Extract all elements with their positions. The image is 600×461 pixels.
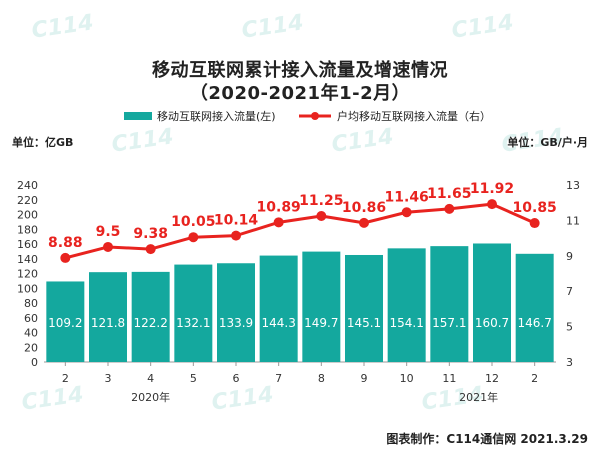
line-value-label: 10.05: [171, 214, 215, 230]
x-axis-year-label: 2021年: [459, 390, 498, 404]
line-value-label: 11.25: [299, 193, 343, 209]
x-axis-tick-label: 6: [233, 372, 240, 385]
left-axis-tick-label: 60: [24, 312, 38, 325]
bar: [217, 263, 255, 362]
bar-value-label: 133.9: [219, 316, 253, 330]
line-point: [103, 241, 113, 252]
right-axis-tick-label: 5: [566, 321, 573, 334]
line-point: [487, 199, 497, 210]
left-axis-tick-label: 120: [17, 268, 38, 281]
x-axis-tick-label: 10: [400, 372, 414, 385]
bar: [46, 281, 85, 362]
right-axis-tick-label: 9: [566, 250, 573, 263]
line-value-label: 10.86: [342, 200, 386, 216]
left-axis-tick-label: 100: [17, 282, 38, 295]
chart-title: 移动互联网累计接入流量及增速情况: [152, 60, 448, 81]
left-axis-tick-label: 180: [17, 223, 38, 236]
line-value-label: 10.14: [214, 213, 259, 229]
bar-value-label: 160.7: [475, 316, 509, 330]
x-axis-tick-label: 7: [275, 372, 282, 385]
footer-credit: 图表制作：C114通信网 2021.3.29: [386, 432, 588, 446]
line-point: [529, 218, 540, 229]
line-value-label: 11.92: [470, 181, 514, 197]
bar-value-label: 145.1: [347, 316, 381, 330]
left-axis-tick-label: 80: [24, 297, 38, 310]
bar-value-label: 109.2: [48, 316, 82, 330]
line-value-label: 11.46: [385, 189, 429, 205]
bar: [259, 255, 298, 362]
legend-bar-label: 移动互联网接入流量(左): [157, 110, 276, 123]
right-axis-tick-label: 3: [566, 356, 573, 369]
bar: [473, 243, 511, 362]
left-axis-tick-label: 40: [24, 327, 38, 340]
bar-value-label: 149.7: [304, 316, 338, 330]
right-axis-unit: 单位：GB/户·月: [507, 136, 588, 149]
bar: [89, 272, 127, 362]
bar-value-label: 157.1: [432, 316, 466, 330]
line-point: [188, 232, 199, 243]
legend-bar-swatch: [124, 112, 152, 120]
x-axis-tick-label: 4: [147, 372, 154, 385]
line-point: [401, 207, 412, 218]
line-value-label: 8.88: [48, 235, 83, 251]
bar-value-label: 132.1: [176, 316, 210, 330]
bar-value-label: 154.1: [389, 316, 423, 330]
left-axis-tick-label: 220: [17, 194, 38, 207]
x-axis-tick-label: 3: [105, 372, 112, 385]
bar: [430, 246, 469, 362]
footer-band: [0, 424, 600, 461]
x-axis-tick-label: 8: [318, 372, 325, 385]
right-axis-tick-label: 13: [566, 179, 580, 192]
x-axis-tick-label: 2: [531, 372, 538, 385]
line-value-label: 9.38: [133, 226, 168, 242]
line-point: [316, 210, 327, 221]
x-axis-year-label: 2020年: [131, 390, 170, 404]
line-value-label: 9.5: [96, 224, 121, 240]
bar: [302, 251, 341, 362]
x-axis-tick-label: 5: [190, 372, 197, 385]
line-point: [273, 217, 284, 228]
x-axis-tick-label: 11: [442, 372, 456, 385]
bar: [345, 254, 383, 362]
right-axis-tick-label: 7: [566, 285, 573, 298]
legend: 移动互联网接入流量(左) 户均移动互联网接入流量（右）: [0, 108, 600, 128]
chart-subtitle: （2020-2021年1-2月）: [189, 83, 411, 104]
left-axis-tick-label: 160: [17, 238, 38, 251]
line-point: [231, 230, 241, 241]
line-point: [60, 252, 71, 263]
line-point: [145, 244, 156, 255]
bar: [515, 253, 554, 362]
bar: [174, 264, 213, 362]
left-axis-tick-label: 20: [24, 341, 38, 354]
bar-value-label: 144.3: [261, 316, 295, 330]
left-axis-unit: 单位：亿GB: [12, 136, 74, 149]
left-axis-tick-label: 240: [17, 179, 38, 192]
bar-value-label: 121.8: [91, 316, 125, 330]
line-value-label: 11.65: [427, 186, 471, 202]
bar-value-label: 122.2: [133, 316, 167, 330]
line-value-label: 10.89: [257, 199, 301, 215]
bar: [387, 248, 426, 362]
legend-line-swatch: [299, 112, 331, 120]
line-series: [64, 202, 536, 260]
line-value-label: 10.85: [513, 200, 557, 216]
right-axis-tick-label: 11: [566, 214, 580, 227]
line-point: [444, 203, 455, 214]
x-axis-tick-label: 12: [485, 372, 499, 385]
left-axis-tick-label: 140: [17, 253, 38, 266]
bar: [131, 271, 170, 362]
line-point: [359, 217, 369, 228]
bar-value-label: 146.7: [517, 316, 551, 330]
legend-line-label: 户均移动互联网接入流量（右）: [337, 110, 491, 123]
left-axis-tick-label: 200: [17, 209, 38, 222]
x-axis-tick-label: 9: [361, 372, 368, 385]
x-axis-tick-label: 2: [62, 372, 69, 385]
left-axis-tick-label: 0: [31, 356, 38, 369]
